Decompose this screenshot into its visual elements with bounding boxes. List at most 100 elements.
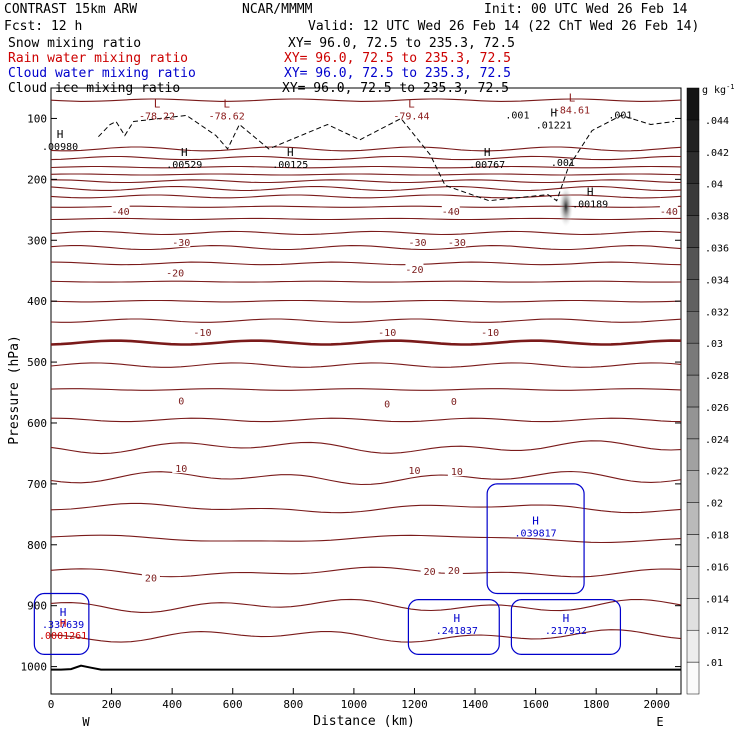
extremum-value: .337639: [42, 620, 84, 631]
y-tick-label: 200: [27, 173, 47, 186]
extremum-kind: H: [287, 146, 294, 159]
temperature-contour: [50, 299, 682, 303]
init-time: Init: 00 UTC Wed 26 Feb 14: [484, 2, 688, 17]
colorbar-tick-label: .044: [705, 116, 729, 127]
legend-cloud-water-label: Cloud water mixing ratio: [8, 66, 196, 81]
org-title: NCAR/MMMM: [242, 2, 313, 17]
extremum-kind: H: [454, 612, 461, 625]
extremum-value: -84.61: [554, 105, 590, 116]
extremum-value: .0001261: [39, 631, 87, 642]
colorbar-segment: [686, 534, 700, 567]
temperature-contour: [50, 502, 682, 514]
temperature-contour: [50, 440, 682, 455]
temperature-contour: [50, 362, 682, 368]
temperature-contour: [50, 179, 682, 184]
cloud-water-contour: [486, 483, 585, 595]
contour-label-bg: [447, 464, 466, 477]
temperature-contour: [50, 98, 682, 102]
temperature-contour: [50, 629, 682, 643]
contour-label: -40: [660, 207, 678, 218]
extremum-kind: L: [408, 97, 415, 110]
extremum-value: -79.44: [393, 111, 429, 122]
shaded-feature: [558, 186, 573, 227]
plot-frame: [50, 87, 682, 695]
y-tick-label: 1000: [21, 661, 48, 674]
cloud-ice-contour: [98, 114, 675, 202]
contour-label: 10: [408, 466, 420, 477]
colorbar-tick-label: .038: [705, 212, 729, 223]
colorbar-segment: [686, 247, 700, 280]
extremum-value: .217932: [545, 626, 587, 637]
contour-label: -30: [448, 238, 466, 249]
colorbar-tick-label: .032: [705, 307, 729, 318]
contour-label: -10: [481, 328, 499, 339]
x-tick-label: 1200: [401, 698, 428, 711]
colorbar-segment: [686, 470, 700, 503]
contour-label-bg: [441, 204, 460, 217]
colorbar-segment: [686, 438, 700, 471]
colorbar-segment: [686, 151, 700, 184]
temperature-contour: [50, 173, 682, 176]
contour-label-bg: [193, 325, 212, 338]
colorbar-tick-label: .042: [705, 148, 729, 159]
contour-label-bg: [378, 396, 397, 409]
ice-label: .001: [608, 110, 632, 121]
contour-label: -40: [442, 207, 460, 218]
colorbar-segment: [686, 183, 700, 216]
colorbar-tick-label: .016: [705, 562, 729, 573]
extremum-kind: H: [181, 146, 188, 159]
colorbar-segment: [686, 374, 700, 408]
colorbar-tick-label: .028: [705, 371, 729, 382]
extremum-value: .241837: [436, 626, 478, 637]
contour-label-bg: [172, 393, 191, 406]
colorbar-tick-label: .036: [705, 243, 729, 254]
colorbar-segment: [686, 406, 700, 440]
contour-label: -30: [408, 238, 426, 249]
shaded-blob: [558, 186, 573, 227]
colorbar-tick-label: .034: [705, 275, 729, 286]
contour-label-bg: [141, 570, 160, 583]
colorbar-tick-label: .03: [705, 339, 723, 350]
contour-label: 10: [451, 467, 463, 478]
colorbar-tick-label: .012: [705, 626, 729, 637]
extremum-kind: H: [57, 128, 64, 141]
cloud-water-contour: [407, 598, 500, 656]
extremum-kind: H: [587, 186, 594, 199]
cloud-ice-contours: [98, 114, 675, 202]
contour-label-bg: [481, 325, 500, 338]
contour-label-bg: [166, 265, 185, 278]
contour-label-bg: [444, 562, 463, 575]
colorbar-tick-label: .01: [705, 658, 723, 669]
valid-time: Valid: 12 UTC Wed 26 Feb 14 (22 ChT Wed …: [308, 19, 699, 34]
contour-label-bg: [447, 235, 466, 248]
extremum-kind: H: [484, 146, 491, 159]
contour-label-bg: [378, 325, 397, 338]
x-tick-label: 600: [223, 698, 243, 711]
colorbar-tick-label: .04: [705, 180, 723, 191]
contour-label: 20: [424, 567, 436, 578]
extremum-value: .00189: [572, 200, 608, 211]
x-tick-label: 400: [162, 698, 182, 711]
contour-label-bg: [405, 462, 424, 475]
contour-label: 20: [448, 566, 460, 577]
extremum-value: -78.22: [139, 111, 175, 122]
temperature-contour: [50, 245, 682, 251]
legend-rain-label: Rain water mixing ratio: [8, 51, 188, 66]
contour-label-bg: [444, 394, 463, 407]
extremum-value: .039817: [515, 529, 557, 540]
west-label: W: [82, 715, 90, 729]
temperature-contour: [50, 280, 682, 283]
contour-labels: -40 -40 -40 -30 -30 -30 -20 -20 -10 -10 -10 0 0 0 10 10…: [112, 110, 678, 584]
y-tick-label: 700: [27, 478, 47, 491]
contour-label: -10: [378, 328, 396, 339]
colorbar-segment: [686, 279, 700, 312]
temperature-contour: [50, 217, 681, 221]
cloud-water-contour: [510, 598, 622, 656]
extremum-value: .00767: [469, 160, 505, 171]
x-tick-label: 1600: [522, 698, 549, 711]
colorbar-tick-label: .024: [705, 435, 729, 446]
extremum-value: .00529: [166, 160, 202, 171]
ice-label: .001: [551, 158, 575, 169]
temperature-contour: [50, 470, 682, 486]
